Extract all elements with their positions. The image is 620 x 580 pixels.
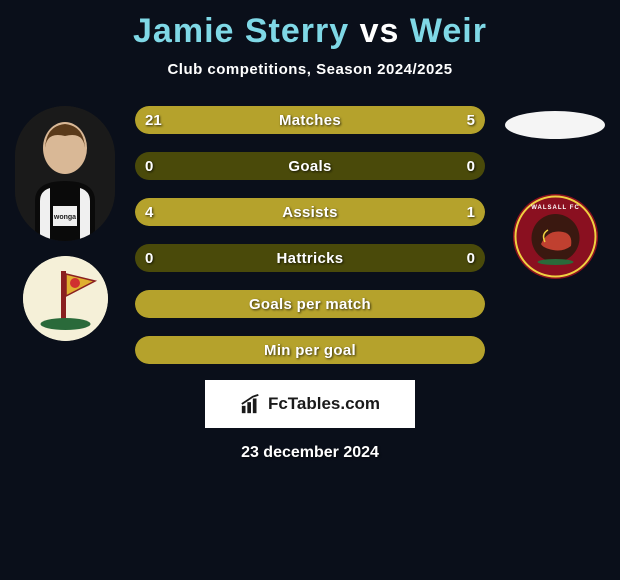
stat-value-right: 1 xyxy=(467,198,475,226)
svg-text:WALSALL FC: WALSALL FC xyxy=(531,205,580,211)
stat-value-left: 0 xyxy=(145,152,153,180)
stat-row-goals-per-match: Goals per match xyxy=(135,290,485,318)
stat-value-right: 0 xyxy=(467,244,475,272)
stat-row-hattricks: Hattricks0 0 xyxy=(135,244,485,272)
stat-value-right: 5 xyxy=(467,106,475,134)
stat-label: Goals xyxy=(135,152,485,180)
vs-text: vs xyxy=(360,12,400,50)
site-name: FcTables.com xyxy=(268,394,380,414)
stat-label: Matches xyxy=(135,106,485,134)
player1-club-badge xyxy=(23,256,108,341)
stat-value-left: 4 xyxy=(145,198,153,226)
stat-row-min-per-goal: Min per goal xyxy=(135,336,485,364)
stat-value-left: 0 xyxy=(145,244,153,272)
stat-label: Goals per match xyxy=(135,290,485,318)
player2-club-badge: WALSALL FC xyxy=(513,194,598,279)
player1-name: Jamie Sterry xyxy=(133,12,349,50)
comparison-content: wonga WALSALL FC xyxy=(0,106,620,364)
stat-row-assists: Assists4 1 xyxy=(135,198,485,226)
stat-value-left: 21 xyxy=(145,106,162,134)
stat-label: Hattricks xyxy=(135,244,485,272)
comparison-title: Jamie Sterry vs Weir xyxy=(0,0,620,51)
player1-photo: wonga xyxy=(15,106,115,241)
date: 23 december 2024 xyxy=(0,444,620,462)
svg-text:wonga: wonga xyxy=(53,214,76,221)
stat-row-matches: Matches21 5 xyxy=(135,106,485,134)
stat-label: Assists xyxy=(135,198,485,226)
stat-row-goals: Goals0 0 xyxy=(135,152,485,180)
subtitle: Club competitions, Season 2024/2025 xyxy=(0,61,620,78)
stat-label: Min per goal xyxy=(135,336,485,364)
site-badge: FcTables.com xyxy=(205,380,415,428)
player2-name: Weir xyxy=(410,12,487,50)
left-player-column: wonga xyxy=(10,106,120,341)
chart-icon xyxy=(240,393,262,415)
player2-photo xyxy=(505,111,605,139)
stat-value-right: 0 xyxy=(467,152,475,180)
stat-bars: Matches215Goals00Assists41Hattricks00Goa… xyxy=(135,106,485,364)
right-player-column: WALSALL FC xyxy=(500,106,610,279)
